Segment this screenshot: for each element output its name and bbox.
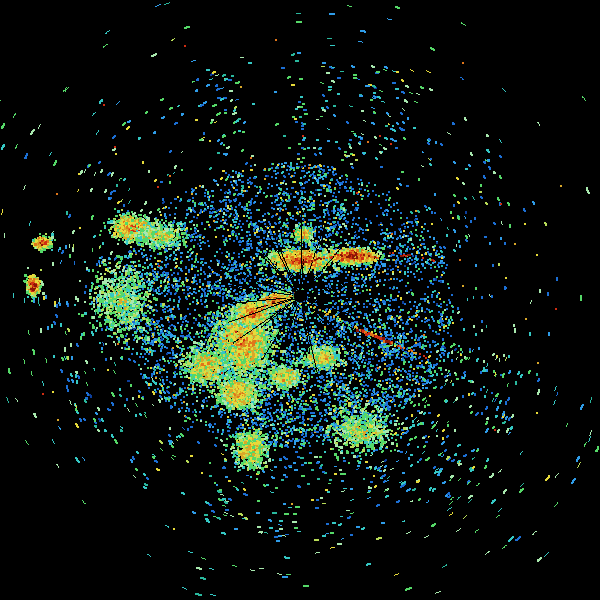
radar-display: [0, 0, 600, 600]
radar-reflectivity-image: [0, 0, 600, 600]
